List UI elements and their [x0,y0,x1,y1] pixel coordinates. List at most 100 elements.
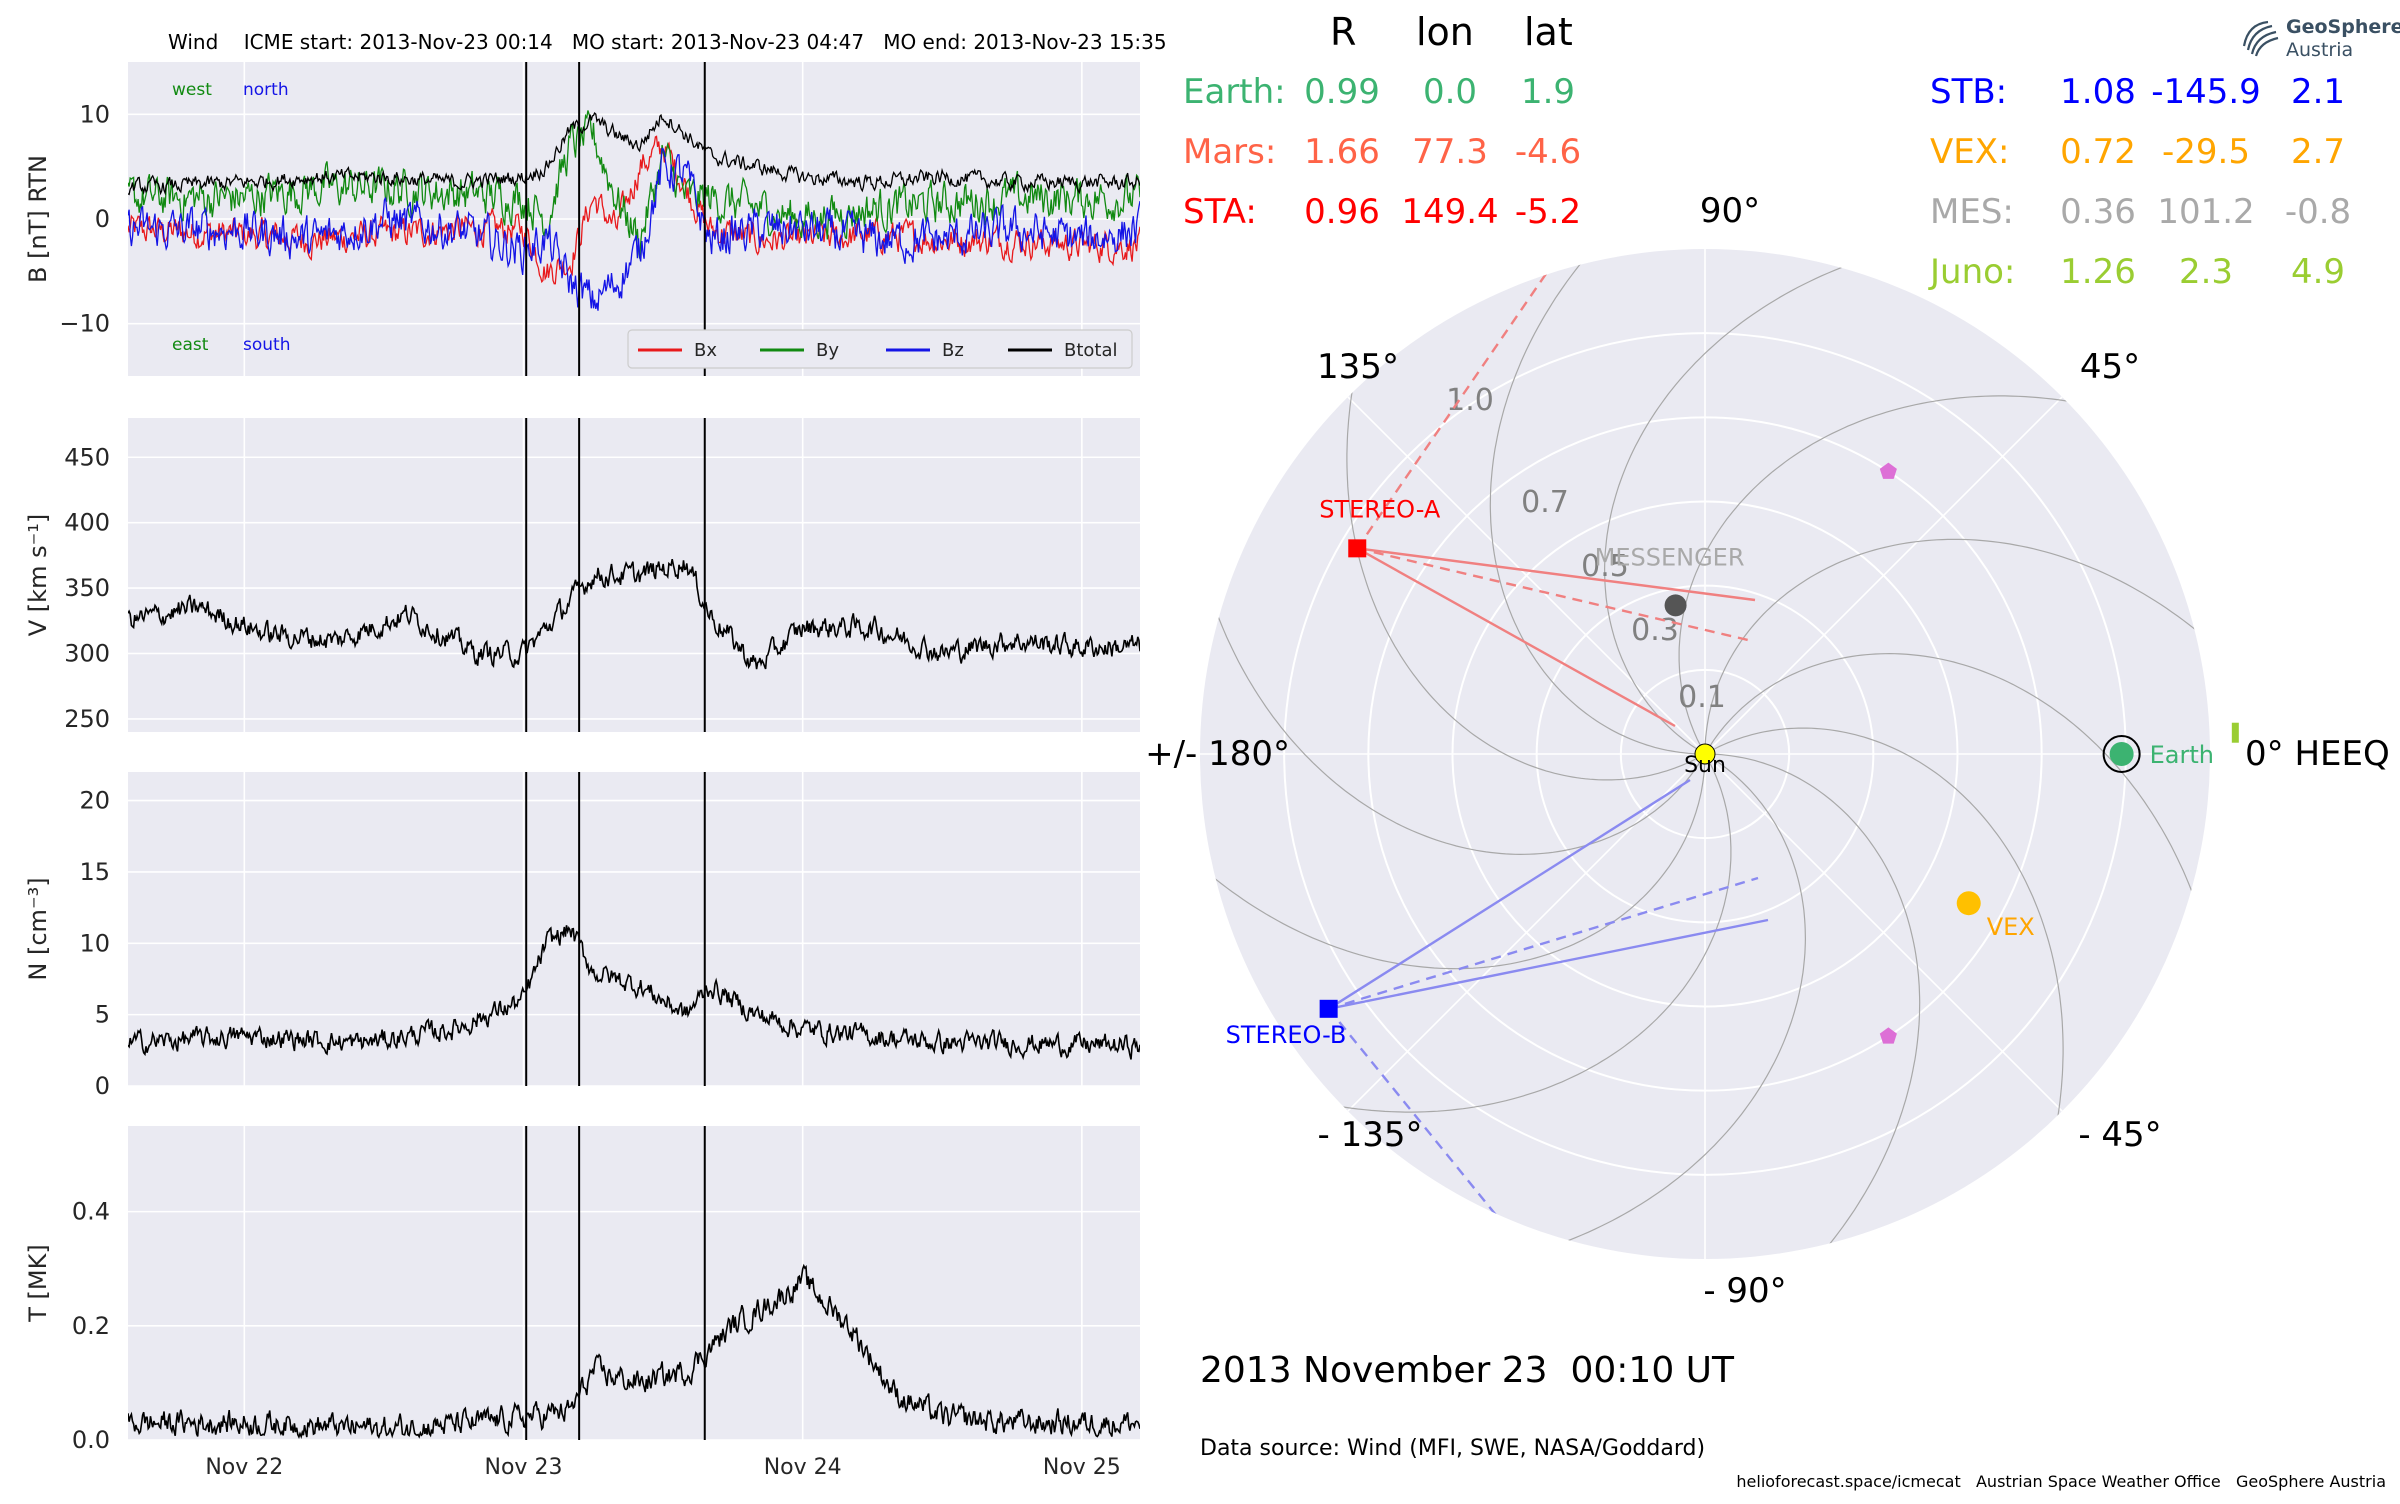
angle-label: 135° [1317,347,1399,387]
table-left-r: 0.96 [1304,192,1380,232]
y-tick-label: 400 [64,509,110,537]
angle-label: +/- 180° [1145,734,1290,774]
y-tick-label: 300 [64,640,110,668]
table-right-label: STB: [1930,72,2008,112]
planet-marker-pentagon [1879,1027,1897,1044]
table-right-label: VEX: [1930,132,2010,172]
series-line-bz [128,147,1140,311]
y-tick-label: 250 [64,705,110,733]
series-line-v [128,558,1140,670]
legend-label: Bz [942,340,964,361]
panel-3: 20 15 10 5 0 N [cm⁻³] [24,772,1140,1100]
angular-grid-line [1704,396,2063,755]
stereo-b-marker [1319,999,1338,1018]
annotation-south: south [243,335,290,355]
fov-lines [1327,267,1769,1221]
y-tick-label: −10 [59,310,110,338]
table-left-lat: -4.6 [1514,132,1582,172]
table-left-lon: 77.3 [1412,132,1488,172]
vex-marker [1956,891,1981,916]
y-tick-label: 0 [95,205,110,233]
x-tick-label: Nov 22 [205,1455,283,1480]
panel-1: 10 0 −10B [nT] RTN west north east south Bx By Bz… [24,62,1140,376]
radial-label: 0.7 [1521,485,1569,520]
earth-marker [2109,742,2134,766]
juno-marker [2231,722,2239,743]
y-tick-label: 0.2 [72,1312,110,1340]
vex-label: VEX [1987,913,2035,941]
table-header-lon: lon [1416,10,1474,54]
spiral-line [1704,538,2210,754]
stb-fov-line [1328,918,1769,1010]
y-tick-label: 0 [95,1072,110,1100]
y-axis-label: N [cm⁻³] [24,877,52,980]
table-header-r: R [1330,10,1357,54]
stereo-b-label: STEREO-B [1226,1021,1347,1049]
table-header-lat: lat [1524,10,1573,54]
table-right-r: 0.72 [2060,132,2136,172]
panel-4: 0.4 0.2 0.0 T [MK] [24,1126,1140,1454]
spiral-line [1603,249,1903,755]
table-right-r: 1.08 [2060,72,2136,112]
y-axis-label: V [km s⁻¹] [24,514,52,636]
y-axis-label: B [nT] RTN [24,155,52,283]
table-right-lon: 2.3 [2178,252,2234,292]
stb-dashed-line [1328,876,1759,1010]
y-tick-label: 450 [64,443,110,471]
stb-dashed-line [1327,1008,1501,1221]
sun-marker [1694,743,1716,765]
timeseries-title: Wind ICME start: 2013-Nov-23 00:14 MO st… [168,30,1167,54]
panel-background [128,1126,1140,1440]
legend-label: Bx [694,340,717,361]
data-source: Data source: Wind (MFI, SWE, NASA/Goddar… [1200,1436,1706,1461]
spiral-line [1704,727,2064,1178]
series-line-btotal [128,112,1140,196]
table-right-lat: -0.8 [2284,192,2352,232]
logo-line1: GeoSphere [2286,16,2400,38]
angle-label: - 45° [2078,1115,2161,1155]
legend: Bx By Bz Btotal [627,329,1133,369]
panel-2: 450 400 350 300 250 V [km s⁻¹] [24,418,1140,733]
radial-label: 1.0 [1446,383,1494,418]
spiral-line [1704,652,2210,952]
y-tick-label: 20 [79,787,110,815]
legend-box [627,329,1133,369]
y-axis-label: T [MK] [24,1244,52,1322]
messenger-marker [1664,594,1687,617]
angular-grid-line [1347,753,1706,1112]
annotation-west: west [172,80,212,100]
table-left-r: 0.99 [1304,72,1380,112]
series-line-bx [128,135,1140,285]
spiral-line [1489,249,1705,755]
stereo-a-marker [1348,539,1367,558]
angle-label: - 135° [1318,1115,1423,1155]
series-line-n [128,925,1140,1061]
angle-label: - 90° [1703,1271,1786,1311]
angular-grid-line [1347,396,1706,755]
angle-label: 0° HEEQ [2245,734,2390,774]
sta-fov-line [1357,547,1756,602]
table-left-lat: -5.2 [1514,192,1582,232]
credits: helioforecast.space/icmecat Austrian Spa… [1736,1472,2386,1491]
spiral-line [1200,754,1706,970]
spiral-line [1346,330,1706,781]
spiral-line [1200,556,1706,856]
positions-table: R lon lat Earth: 0.99 0.0 1.9 Mars: 1.66 77.3-… [0,0,2400,320]
spiral-line [1281,753,1732,1113]
angle-label: 45° [2080,347,2140,387]
annotation-east: east [172,335,209,355]
planet-marker-pentagon [1879,462,1897,479]
table-right-r: 0.36 [2060,192,2136,232]
table-left-lon: 0.0 [1422,72,1478,112]
radial-label: 0.1 [1678,680,1726,715]
table-right-lat: 2.7 [2290,132,2346,172]
table-right-r: 1.26 [2060,252,2136,292]
spiral-line [1678,395,2129,755]
table-right-lat: 4.9 [2290,252,2346,292]
stereo-a-label: STEREO-A [1319,495,1441,523]
table-right-lon: -145.9 [2151,72,2261,112]
table-right-lon: -29.5 [2162,132,2250,172]
y-tick-label: 350 [64,574,110,602]
